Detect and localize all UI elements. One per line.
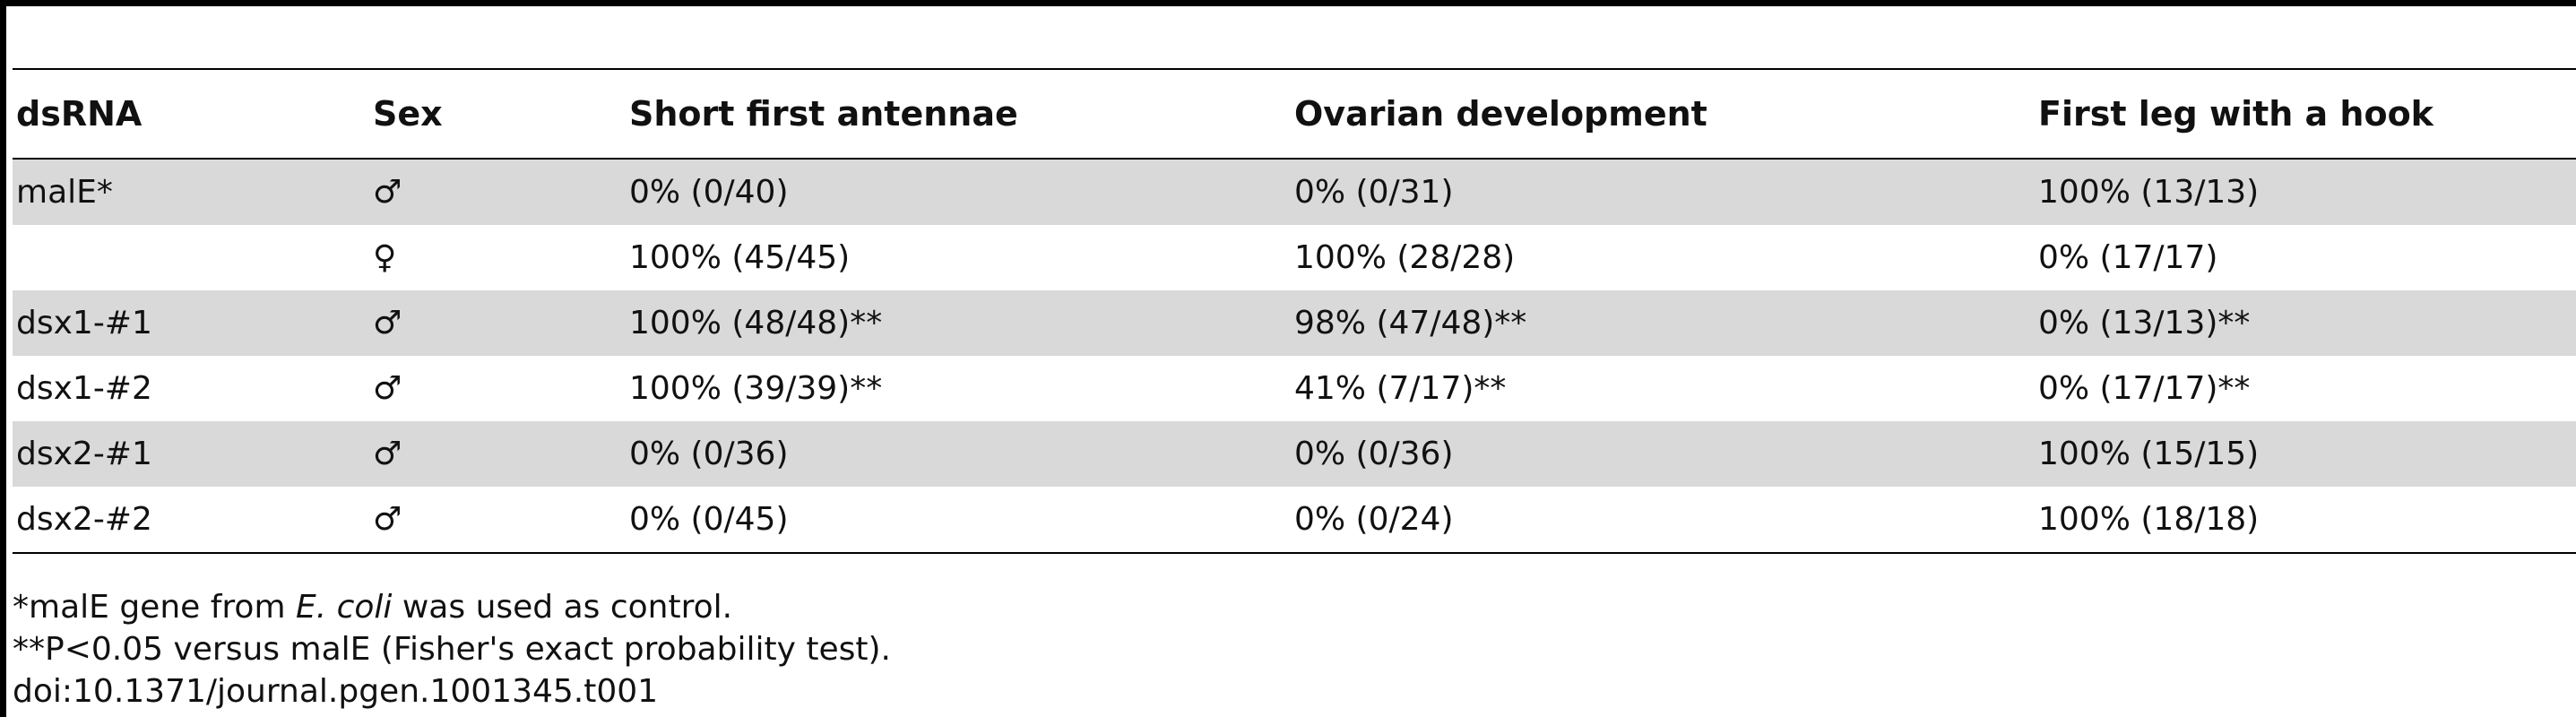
cell-first-leg-hook: 100% (15/15): [2038, 436, 2260, 472]
column-header-first-leg-hook: First leg with a hook: [2038, 94, 2433, 134]
footnote-control-prefix: *malE gene from: [13, 589, 296, 626]
table-footnotes: *malE gene from E. coli was used as cont…: [13, 586, 891, 713]
table-row: dsx2-#2 ♂ 0% (0/45) 0% (0/24) 100% (18/1…: [13, 487, 2576, 552]
footnote-doi: doi:10.1371/journal.pgen.1001345.t001: [13, 673, 659, 710]
cell-sex: ♂: [373, 305, 402, 341]
table-row: dsx1-#2 ♂ 100% (39/39)** 41% (7/17)** 0%…: [13, 356, 2576, 421]
cell-ovarian-development: 0% (0/36): [1294, 436, 1454, 472]
footnote-control: *malE gene from E. coli was used as cont…: [13, 586, 891, 628]
table-row: dsx2-#1 ♂ 0% (0/36) 0% (0/36) 100% (15/1…: [13, 421, 2576, 487]
cell-short-first-antennae: 0% (0/40): [629, 174, 789, 211]
cell-sex: ♂: [373, 501, 402, 538]
cell-ovarian-development: 98% (47/48)**: [1294, 305, 1527, 341]
cell-sex: ♂: [373, 370, 402, 407]
cell-first-leg-hook: 0% (13/13)**: [2038, 305, 2251, 341]
column-header-ovarian-development: Ovarian development: [1294, 94, 1707, 134]
cell-ovarian-development: 0% (0/24): [1294, 501, 1454, 538]
column-header-dsrna: dsRNA: [16, 94, 143, 134]
cell-sex: ♀: [373, 239, 397, 276]
cell-short-first-antennae: 100% (39/39)**: [629, 370, 883, 407]
cell-first-leg-hook: 0% (17/17)**: [2038, 370, 2251, 407]
cell-short-first-antennae: 100% (45/45): [629, 239, 851, 276]
cell-ovarian-development: 41% (7/17)**: [1294, 370, 1507, 407]
cell-dsrna: dsx1-#2: [16, 370, 152, 407]
table-row: ♀ 100% (45/45) 100% (28/28) 0% (17/17): [13, 225, 2576, 290]
footnote-significance: **P<0.05 versus malE (Fisher's exact pro…: [13, 631, 891, 668]
cell-dsrna: dsx2-#2: [16, 501, 152, 538]
cell-sex: ♂: [373, 436, 402, 472]
cell-sex: ♂: [373, 174, 402, 211]
cell-short-first-antennae: 0% (0/45): [629, 501, 789, 538]
cell-short-first-antennae: 100% (48/48)**: [629, 305, 883, 341]
cell-first-leg-hook: 100% (13/13): [2038, 174, 2260, 211]
table-row: dsx1-#1 ♂ 100% (48/48)** 98% (47/48)** 0…: [13, 290, 2576, 356]
table-header-row: dsRNA Sex Short first antennae Ovarian d…: [13, 70, 2576, 160]
table-row: malE* ♂ 0% (0/40) 0% (0/31) 100% (13/13): [13, 160, 2576, 225]
cell-ovarian-development: 100% (28/28): [1294, 239, 1516, 276]
column-header-short-first-antennae: Short first antennae: [629, 94, 1018, 134]
left-border: [0, 0, 6, 717]
cell-dsrna: dsx2-#1: [16, 436, 152, 472]
cell-short-first-antennae: 0% (0/36): [629, 436, 789, 472]
cell-ovarian-development: 0% (0/31): [1294, 174, 1454, 211]
results-table: dsRNA Sex Short first antennae Ovarian d…: [13, 68, 2576, 554]
column-header-sex: Sex: [373, 94, 443, 134]
cell-dsrna: dsx1-#1: [16, 305, 152, 341]
footnote-control-species: E. coli: [295, 589, 393, 626]
footnote-control-suffix: was used as control.: [392, 589, 733, 626]
cell-dsrna: malE*: [16, 174, 113, 211]
cell-first-leg-hook: 100% (18/18): [2038, 501, 2260, 538]
cell-first-leg-hook: 0% (17/17): [2038, 239, 2218, 276]
top-border: [0, 0, 2576, 6]
